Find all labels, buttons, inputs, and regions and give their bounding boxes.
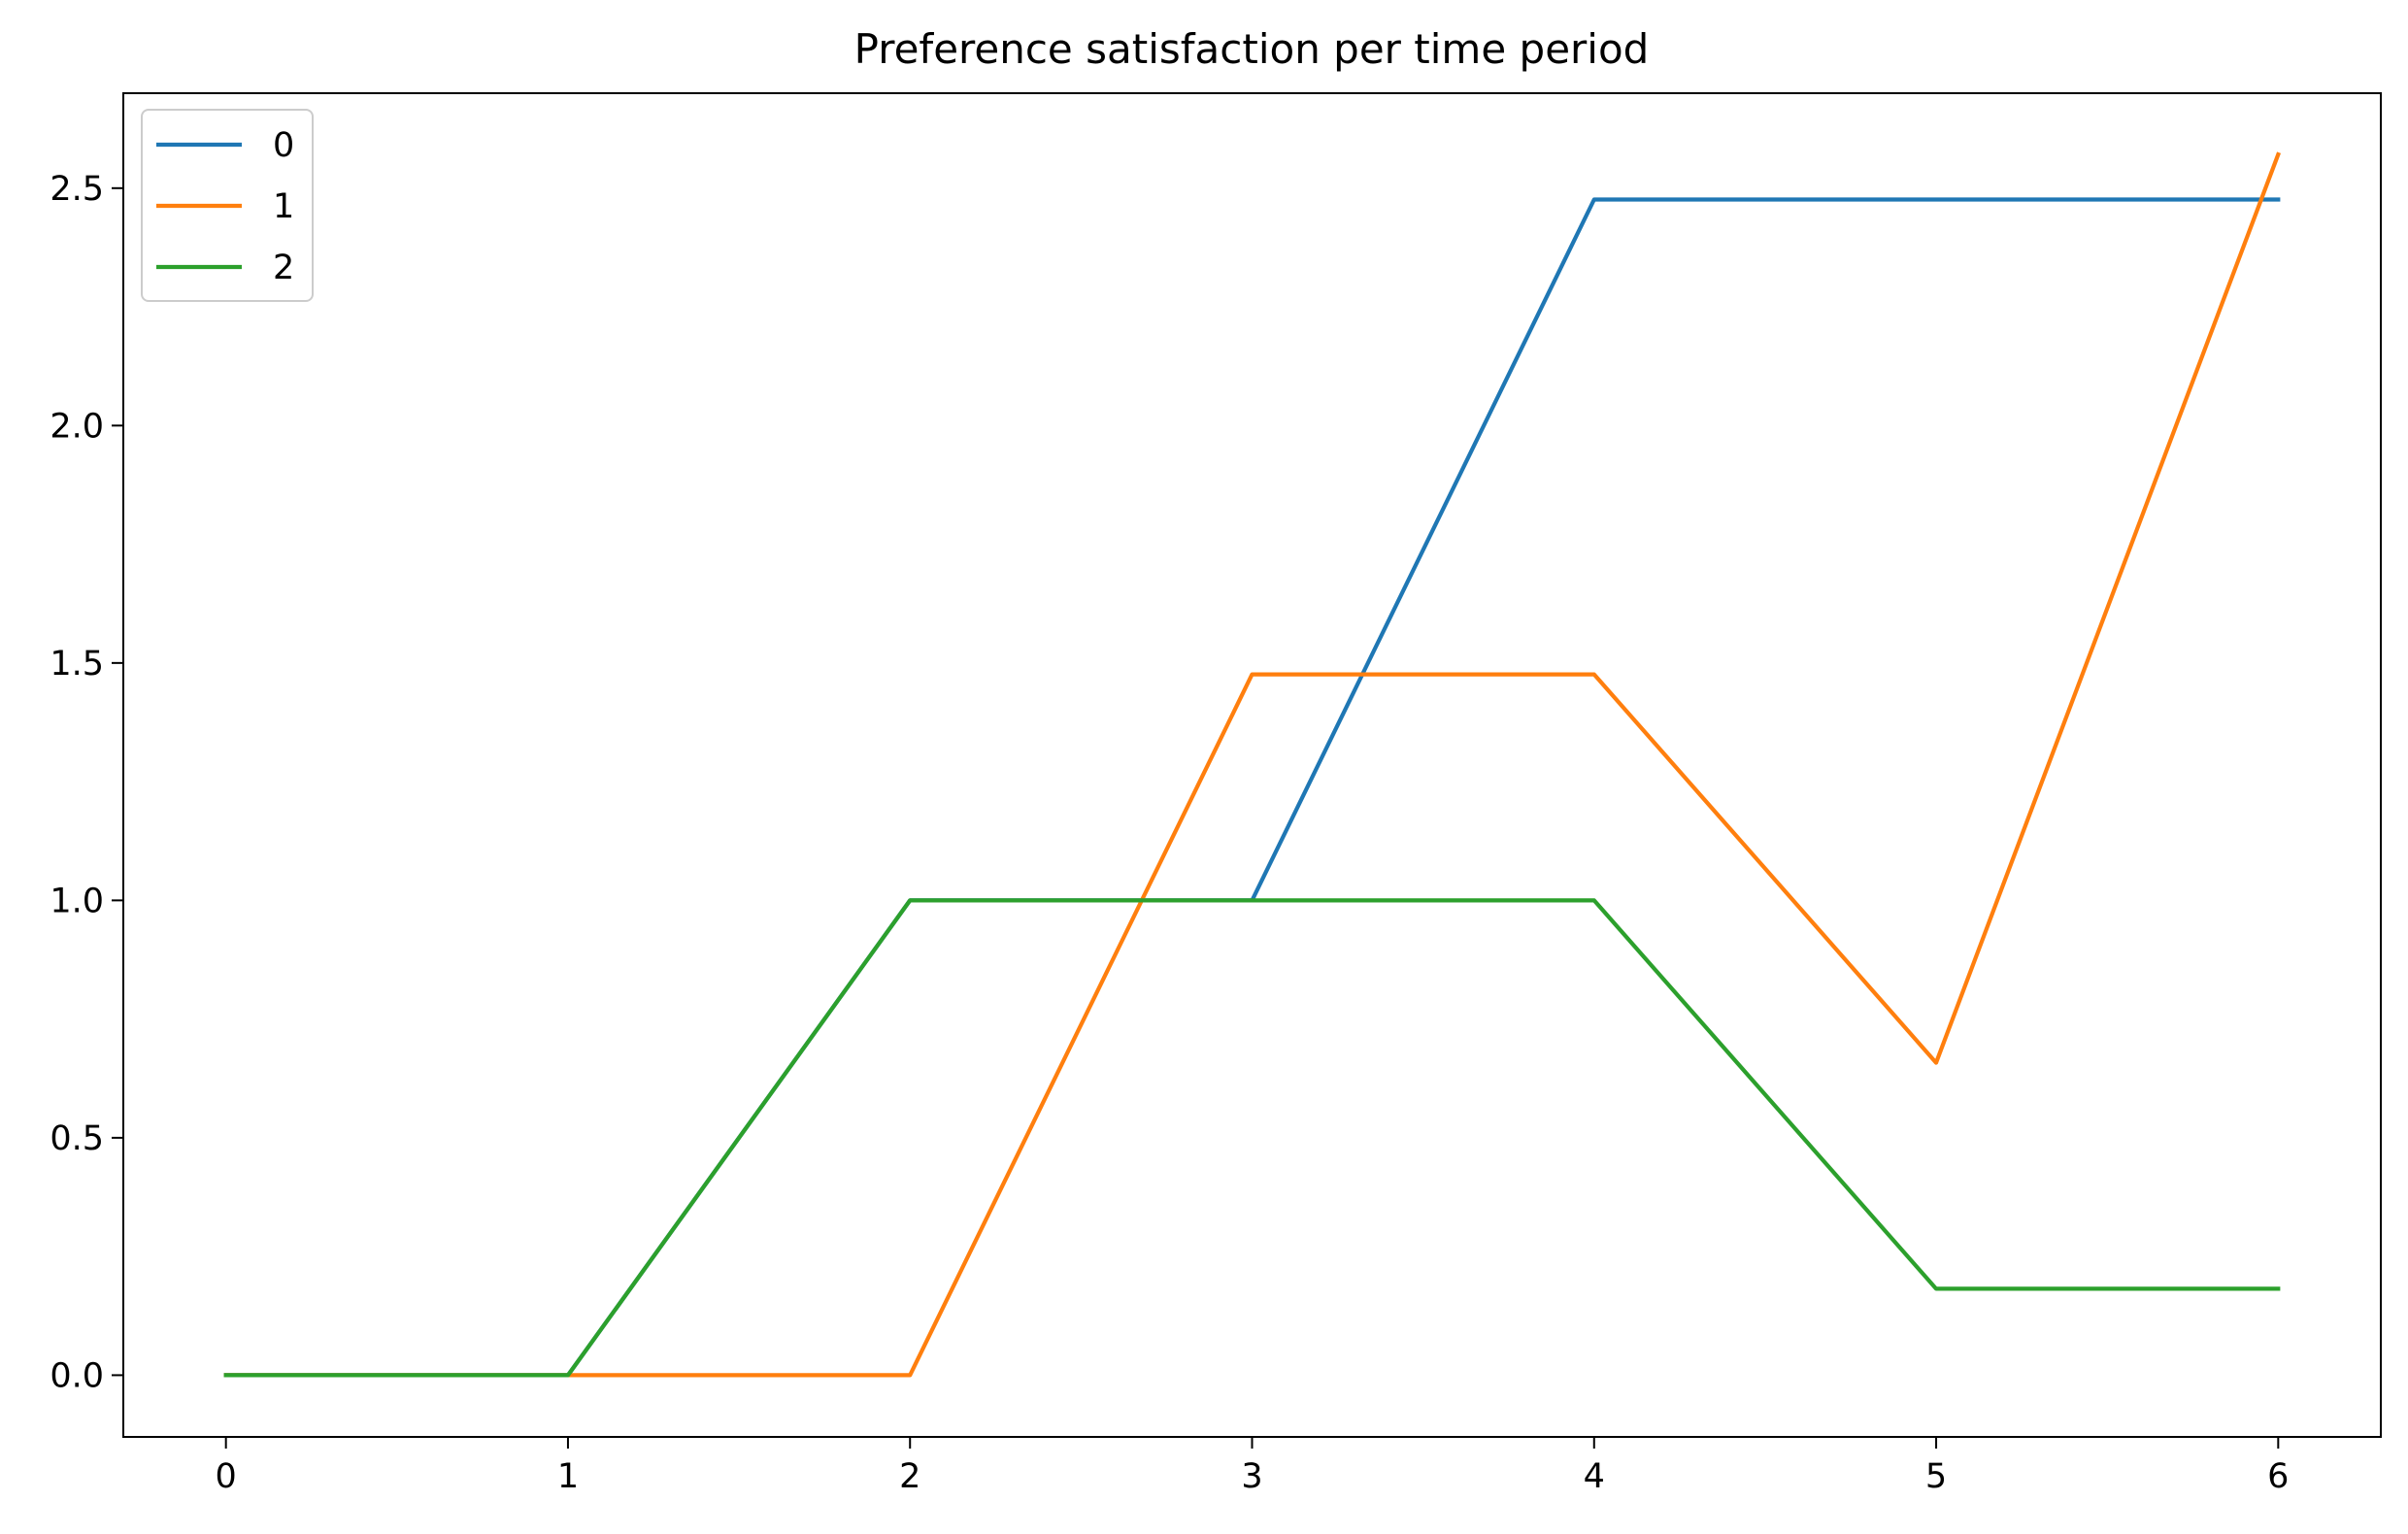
legend-label-2: 2 <box>273 249 294 287</box>
x-tick-label: 3 <box>1241 1457 1262 1496</box>
axes-layer: 0 1 2 3 4 5 6 0.0 0.5 1.0 1.5 2.0 2.5 <box>50 92 2382 1496</box>
chart-title: Preference satisfaction per time period <box>854 25 1650 73</box>
series-line-1 <box>223 151 2282 1378</box>
legend-label-1: 1 <box>273 187 294 226</box>
x-tick-label: 1 <box>557 1457 579 1496</box>
y-tick-label: 2.5 <box>50 170 104 209</box>
series-line-2 <box>223 898 2281 1378</box>
y-tick-label: 2.0 <box>50 407 104 446</box>
x-tick-label: 5 <box>1925 1457 1947 1496</box>
legend-label-0: 0 <box>273 126 294 165</box>
y-tick-label: 0.0 <box>50 1356 104 1395</box>
x-tick-label: 6 <box>2267 1457 2289 1496</box>
x-tick-label: 4 <box>1584 1457 1605 1496</box>
plot-frame <box>122 92 2382 1438</box>
series-layer <box>223 151 2282 1378</box>
x-tick-label: 0 <box>216 1457 237 1496</box>
legend: 0 1 2 <box>141 109 314 302</box>
series-line-0 <box>223 197 2281 1378</box>
y-tick-label: 0.5 <box>50 1119 104 1158</box>
y-tick-label: 1.5 <box>50 645 104 684</box>
y-tick-label: 1.0 <box>50 882 104 920</box>
x-tick-label: 2 <box>899 1457 920 1496</box>
